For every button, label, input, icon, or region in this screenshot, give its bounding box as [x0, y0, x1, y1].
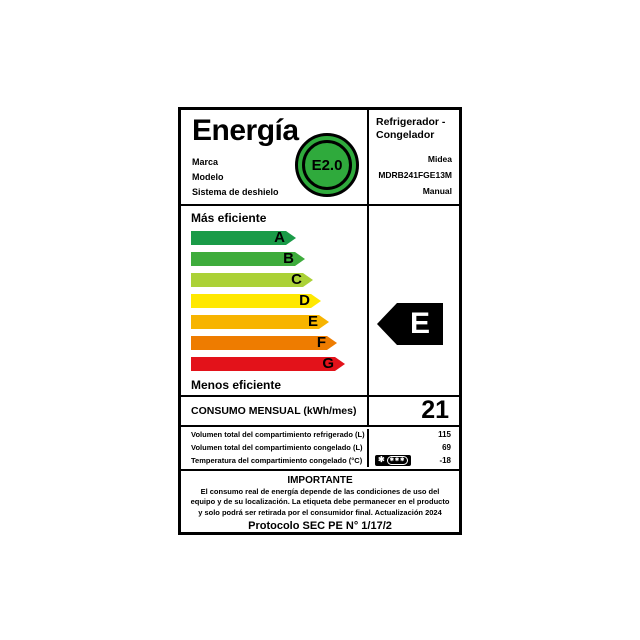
label-title: Energía — [192, 114, 299, 147]
field-modelo: Modelo — [192, 172, 224, 182]
arrow-letter: B — [283, 249, 294, 267]
arrow-tip-icon — [319, 314, 329, 329]
header-values: Midea MDRB241FGE13M Manual — [376, 154, 452, 196]
detail-row-frozen-volume: Volumen total del compartimiento congela… — [181, 441, 459, 454]
important-title: IMPORTANTE — [287, 474, 353, 486]
freezer-star-rating-icon: ✱ ✱✱✱ — [375, 454, 412, 466]
arrow-body: E — [191, 312, 319, 330]
rating-arrow-tip — [377, 302, 397, 345]
consumption-section: CONSUMO MENSUAL (kWh/mes) 21 — [181, 396, 459, 427]
header-right: Refrigerador - Congelador Midea MDRB241F… — [369, 110, 459, 204]
consumption-value: 21 — [421, 396, 449, 424]
scale-column: Más eficiente A B C D — [181, 205, 369, 395]
efficiency-badge: E2.0 — [295, 133, 359, 197]
important-body-text: El consumo real de energía depende de la… — [190, 486, 450, 517]
efficiency-arrow-d: D — [191, 291, 367, 309]
least-efficient-label: Menos eficiente — [191, 377, 282, 392]
freezer-star-pill: ✱✱✱ — [386, 455, 409, 465]
detail-row-refrigerated-volume: Volumen total del compartimiento refrige… — [181, 428, 459, 442]
arrow-tip-icon — [327, 335, 337, 350]
header-field-list: Marca Modelo Sistema de deshielo — [192, 155, 367, 200]
detail-value-cell: 69 — [369, 441, 459, 454]
efficiency-arrow-c: C — [191, 270, 367, 288]
efficiency-arrow-e: E — [191, 312, 367, 330]
arrow-tip-icon — [311, 293, 321, 308]
detail-label: Volumen total del compartimiento congela… — [181, 441, 369, 454]
defrost-value: Manual — [422, 186, 452, 197]
field-sistema-deshielo: Sistema de deshielo — [192, 187, 279, 197]
arrow-tip-icon — [295, 251, 305, 266]
arrow-body: G — [191, 354, 335, 372]
arrow-tip-icon — [286, 230, 296, 245]
appliance-type: Refrigerador - Congelador — [376, 116, 446, 141]
detail-value-cell: 115 — [369, 429, 459, 442]
arrow-body: B — [191, 249, 295, 267]
detail-value: 115 — [438, 430, 451, 440]
protocol-text: Protocolo SEC PE N° 1/17/2 — [248, 520, 392, 532]
arrow-body: C — [191, 270, 303, 288]
most-efficient-label: Más eficiente — [191, 210, 267, 225]
detail-label: Temperatura del compartimiento congelado… — [181, 453, 369, 467]
arrow-tip-icon — [335, 356, 345, 371]
arrow-tip-icon — [303, 272, 313, 287]
energy-label: Energía Marca Modelo Sistema de deshielo… — [178, 107, 462, 535]
arrow-body: D — [191, 291, 311, 309]
detail-value: -18 — [439, 455, 451, 465]
arrow-letter: C — [291, 270, 302, 288]
header-left: Energía Marca Modelo Sistema de deshielo… — [181, 110, 369, 204]
detail-row-freezer-temperature: Temperatura del compartimiento congelado… — [181, 453, 459, 467]
arrow-letter: A — [274, 228, 285, 246]
arrow-letter: G — [322, 354, 334, 372]
consumption-label: CONSUMO MENSUAL (kWh/mes) — [181, 396, 369, 425]
efficiency-badge-ring — [302, 140, 352, 190]
freezer-stars: ✱✱✱ — [389, 456, 406, 463]
efficiency-arrow-b: B — [191, 249, 367, 267]
details-section: Volumen total del compartimiento refrige… — [181, 427, 459, 471]
efficiency-arrow-list: A B C D E — [191, 228, 367, 372]
rating-arrow-body: E — [397, 302, 443, 345]
efficiency-scale-section: Más eficiente A B C D — [181, 205, 459, 397]
arrow-body: A — [191, 228, 286, 246]
efficiency-arrow-f: F — [191, 333, 367, 351]
arrow-letter: F — [316, 333, 326, 351]
arrow-letter: D — [299, 291, 310, 309]
efficiency-arrow-g: G — [191, 354, 367, 372]
field-marca: Marca — [192, 157, 219, 167]
detail-value: 69 — [442, 443, 451, 452]
efficiency-badge-text: E2.0 — [311, 156, 343, 174]
freezer-star: ✱ — [378, 455, 385, 465]
arrow-body: F — [191, 333, 327, 351]
detail-label: Volumen total del compartimiento refrige… — [181, 428, 369, 442]
rating-column: E — [369, 206, 459, 395]
rating-letter: E — [409, 306, 430, 340]
efficiency-arrow-a: A — [191, 228, 367, 246]
arrow-letter: E — [307, 312, 318, 330]
detail-value-cell: ✱ ✱✱✱ -18 — [369, 454, 459, 467]
brand-value: Midea — [427, 154, 452, 165]
header-section: Energía Marca Modelo Sistema de deshielo… — [181, 110, 459, 206]
rating-arrow-icon: E — [377, 302, 443, 345]
important-section: IMPORTANTE El consumo real de energía de… — [181, 471, 459, 533]
model-value: MDRB241FGE13M — [378, 170, 452, 181]
